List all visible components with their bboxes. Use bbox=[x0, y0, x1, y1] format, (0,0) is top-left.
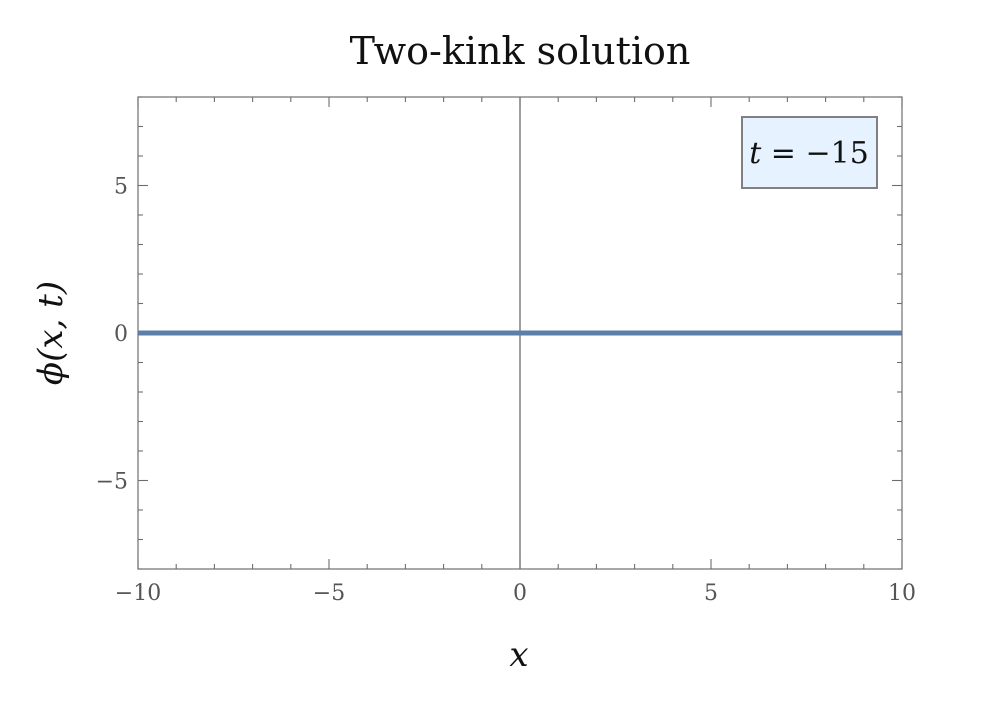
annotation-op: = bbox=[761, 136, 805, 171]
y-axis-label: ϕ(x, t) bbox=[31, 281, 71, 385]
time-annotation: t = −15 bbox=[741, 116, 878, 189]
annotation-var: t bbox=[749, 136, 762, 171]
minor-ticks bbox=[138, 96, 902, 570]
chart-title: Two-kink solution bbox=[350, 29, 691, 73]
x-axis-label: x bbox=[509, 635, 528, 675]
y-tick-label: −5 bbox=[96, 470, 128, 495]
annotation-text: t = −15 bbox=[749, 136, 869, 171]
annotation-box bbox=[741, 116, 878, 189]
y-tick-label: 0 bbox=[114, 322, 128, 347]
y-tick-labels: −5 0 5 bbox=[96, 175, 128, 495]
x-tick-label: −5 bbox=[313, 581, 345, 606]
x-tick-labels: −10 −5 0 5 10 bbox=[115, 581, 916, 606]
x-tick-label: 5 bbox=[704, 581, 718, 606]
y-tick-label: 5 bbox=[114, 175, 128, 200]
annotation-value: −15 bbox=[805, 136, 868, 171]
x-tick-label: −10 bbox=[115, 581, 161, 606]
x-tick-label: 10 bbox=[888, 581, 916, 606]
x-tick-label: 0 bbox=[513, 581, 527, 606]
